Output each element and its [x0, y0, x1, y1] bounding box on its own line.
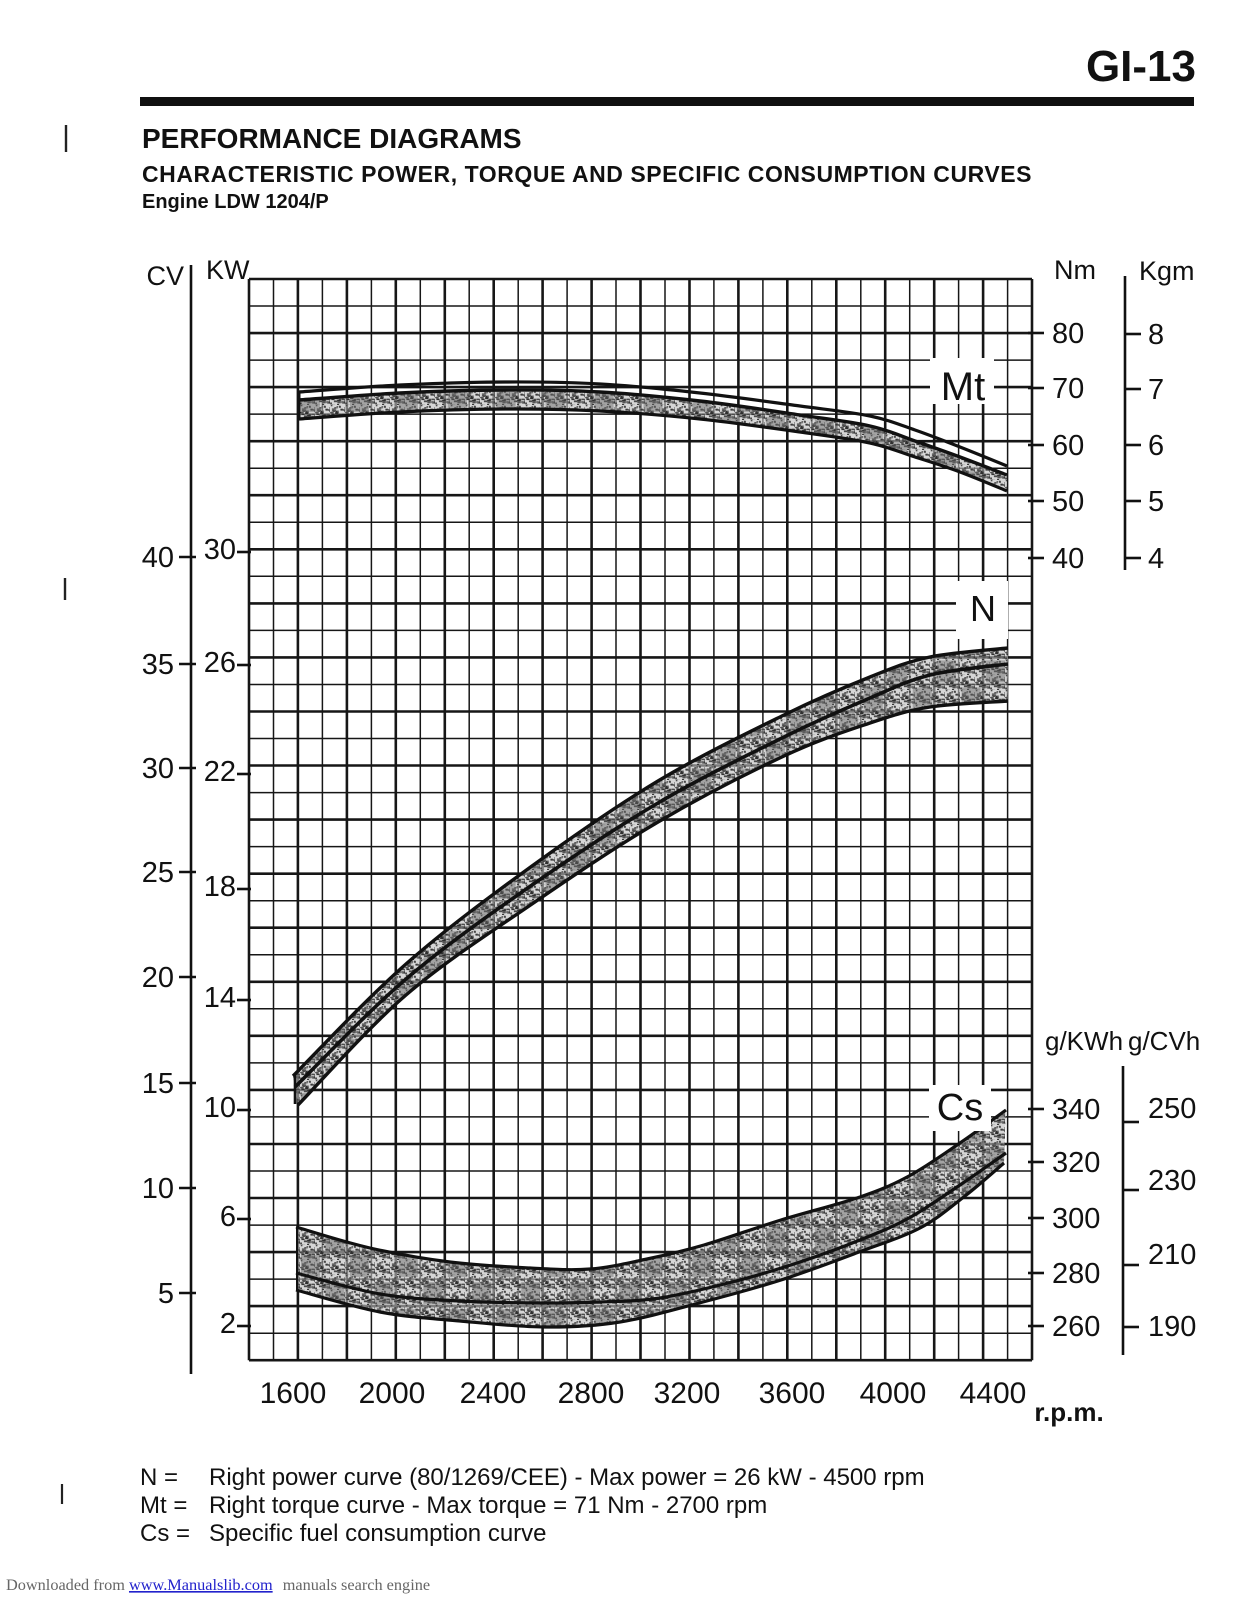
svg-text:4000: 4000 [860, 1377, 927, 1410]
svg-text:g/KWh: g/KWh [1045, 1026, 1123, 1056]
svg-text:g/CVh: g/CVh [1128, 1026, 1200, 1056]
svg-text:20: 20 [142, 962, 174, 994]
svg-text:5: 5 [1148, 486, 1164, 518]
svg-text:210: 210 [1148, 1239, 1196, 1271]
svg-text:CHARACTERISTIC POWER, TORQUE A: CHARACTERISTIC POWER, TORQUE AND SPECIFI… [142, 161, 1032, 187]
svg-text:2: 2 [220, 1308, 236, 1340]
svg-text:40: 40 [1052, 543, 1084, 575]
svg-text:Kgm: Kgm [1139, 256, 1195, 286]
svg-text:3200: 3200 [654, 1377, 721, 1410]
svg-text:Cs =: Cs = [140, 1520, 190, 1547]
svg-text:KW: KW [206, 255, 250, 285]
svg-text:26: 26 [204, 647, 236, 679]
svg-text:10: 10 [204, 1092, 236, 1124]
svg-text:Right torque curve - Max torqu: Right torque curve - Max torque = 71 Nm … [209, 1492, 767, 1519]
svg-text:340: 340 [1052, 1094, 1100, 1126]
svg-text:N =: N = [140, 1464, 178, 1491]
svg-text:Engine LDW 1204/P: Engine LDW 1204/P [142, 191, 329, 213]
svg-text:230: 230 [1148, 1165, 1196, 1197]
svg-text:18: 18 [204, 871, 236, 903]
svg-text:22: 22 [204, 756, 236, 788]
svg-text:N: N [970, 588, 996, 629]
svg-text:2800: 2800 [558, 1377, 625, 1410]
svg-text:70: 70 [1052, 373, 1084, 405]
svg-text:4: 4 [1148, 543, 1164, 575]
svg-text:250: 250 [1148, 1093, 1196, 1125]
svg-text:30: 30 [142, 753, 174, 785]
svg-text:190: 190 [1148, 1311, 1196, 1343]
svg-text:1600: 1600 [260, 1377, 327, 1410]
svg-text:14: 14 [204, 982, 236, 1014]
svg-text:6: 6 [220, 1201, 236, 1233]
svg-text:60: 60 [1052, 430, 1084, 462]
svg-text:Downloaded from www.Manualslib: Downloaded from www.Manualslib.com manua… [6, 1575, 430, 1594]
svg-text:4400: 4400 [960, 1377, 1027, 1410]
svg-text:300: 300 [1052, 1203, 1100, 1235]
svg-text:30: 30 [204, 534, 236, 566]
svg-text:r.p.m.: r.p.m. [1034, 1397, 1103, 1427]
svg-text:6: 6 [1148, 430, 1164, 462]
svg-text:Cs: Cs [937, 1087, 983, 1129]
svg-text:25: 25 [142, 857, 174, 889]
svg-text:3600: 3600 [759, 1377, 826, 1410]
svg-text:50: 50 [1052, 486, 1084, 518]
svg-text:2000: 2000 [359, 1377, 426, 1410]
svg-text:GI-13: GI-13 [1086, 42, 1196, 91]
svg-text:15: 15 [142, 1068, 174, 1100]
svg-text:8: 8 [1148, 319, 1164, 351]
svg-text:35: 35 [142, 649, 174, 681]
svg-text:Mt: Mt [941, 365, 985, 409]
svg-text:260: 260 [1052, 1311, 1100, 1343]
svg-text:40: 40 [142, 542, 174, 574]
svg-text:280: 280 [1052, 1258, 1100, 1290]
svg-text:Specific fuel consumption curv: Specific fuel consumption curve [209, 1520, 547, 1547]
svg-text:Right power curve (80/1269/CEE: Right power curve (80/1269/CEE) - Max po… [209, 1464, 925, 1491]
svg-text:10: 10 [142, 1173, 174, 1205]
svg-text:320: 320 [1052, 1147, 1100, 1179]
svg-text:80: 80 [1052, 318, 1084, 350]
svg-text:7: 7 [1148, 374, 1164, 406]
svg-text:5: 5 [158, 1278, 174, 1310]
svg-text:CV: CV [146, 261, 184, 291]
svg-text:Nm: Nm [1054, 255, 1096, 285]
svg-text:Mt =: Mt = [140, 1492, 187, 1519]
svg-text:2400: 2400 [460, 1377, 527, 1410]
svg-text:PERFORMANCE DIAGRAMS: PERFORMANCE DIAGRAMS [142, 123, 522, 154]
